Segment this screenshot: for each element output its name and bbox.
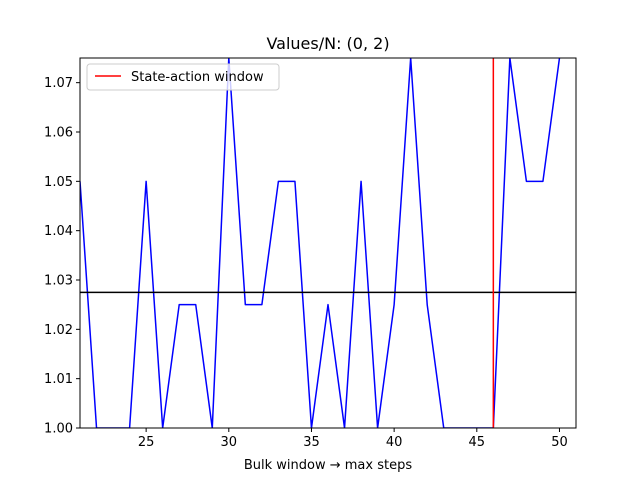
plot-frame — [79, 57, 577, 429]
y-tick-label: 1.02 — [44, 323, 73, 338]
y-tick-label: 1.03 — [44, 274, 73, 289]
legend: State-action window — [86, 63, 280, 91]
x-tick-label: 35 — [303, 435, 320, 450]
y-tick-label: 1.05 — [44, 175, 73, 190]
plot-data — [80, 58, 576, 428]
legend-label-state-action-window: State-action window — [131, 70, 264, 85]
legend-box — [86, 63, 280, 91]
chart-title: Values/N: (0, 2) — [266, 34, 389, 53]
y-axis: 1.00 1.01 1.02 1.03 1.04 1.05 1.06 1.07 — [44, 76, 80, 437]
y-tick-label: 1.07 — [44, 76, 73, 91]
y-tick-label: 1.06 — [44, 126, 73, 141]
y-tick-label: 1.01 — [44, 372, 73, 387]
series-line — [80, 58, 561, 428]
x-tick-label: 25 — [138, 435, 155, 450]
y-tick-label: 1.04 — [44, 224, 73, 239]
x-tick-label: 30 — [221, 435, 238, 450]
x-tick-label: 50 — [551, 435, 568, 450]
x-axis: 25 30 35 40 45 50 — [138, 428, 568, 450]
x-axis-label: Bulk window → max steps — [244, 458, 412, 473]
y-tick-label: 1.00 — [44, 422, 73, 437]
x-tick-label: 40 — [386, 435, 403, 450]
x-tick-label: 45 — [469, 435, 486, 450]
